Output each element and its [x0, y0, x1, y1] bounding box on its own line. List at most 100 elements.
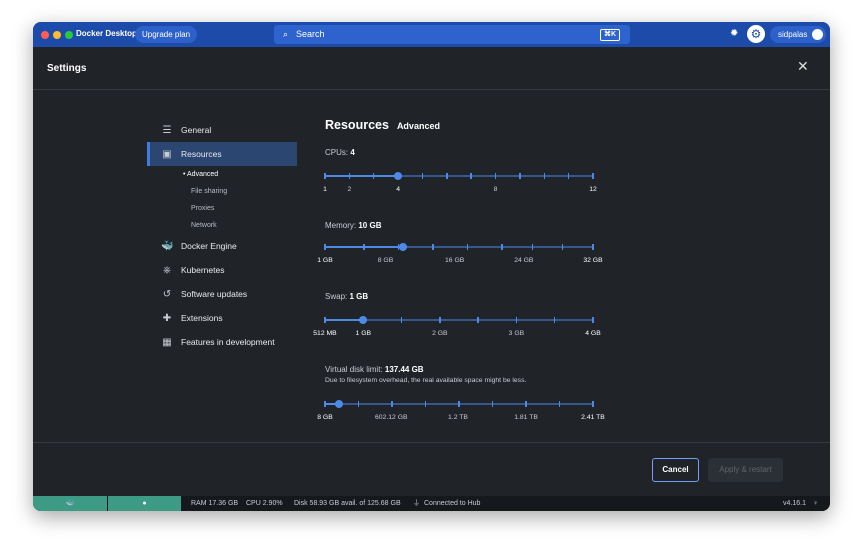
close-window-button[interactable] [41, 31, 49, 39]
subitem-label: Advanced [187, 171, 219, 178]
slider-tick [421, 173, 424, 179]
slider-fill [325, 403, 340, 405]
slider-track [325, 246, 593, 248]
slider-tick [561, 244, 564, 250]
slider-tick [466, 244, 469, 250]
cpus-label: CPUs: 4 [325, 148, 355, 157]
whale-icon[interactable]: 🐳 [33, 496, 107, 511]
cpus-label-text: CPUs: [325, 148, 349, 157]
slider-tick [558, 401, 561, 407]
memory-label-text: Memory: [325, 221, 357, 230]
slider-tick [567, 173, 570, 179]
sidebar-item-resources[interactable]: ▣ Resources [147, 142, 297, 166]
sidebar-subitem-advanced[interactable]: • Advanced [147, 166, 297, 183]
slider-thumb[interactable] [398, 243, 407, 251]
slider-tick [519, 173, 521, 179]
sidebar-subitem-proxies[interactable]: Proxies [147, 200, 297, 217]
swap-label: Swap: 1 GB [325, 292, 368, 301]
tick-label: 4 [396, 186, 400, 193]
hub-status: Connected to Hub [424, 500, 481, 507]
tick-label: 1 [323, 186, 327, 193]
swap-slider[interactable]: 512 MB 1 GB 2 GB 3 GB 4 GB [313, 314, 601, 338]
tick-label: 512 MB [313, 330, 337, 337]
gear-icon[interactable]: ⚙ [747, 25, 765, 43]
slider-tick [494, 173, 497, 179]
engine-status-icon[interactable]: ● [108, 496, 181, 511]
bug-icon[interactable]: ✹ [730, 28, 739, 39]
grid-icon: ▦ [162, 336, 172, 348]
resources-panel: Resources Advanced CPUs: 4 1 2 4 8 12 Memory: 1… [313, 118, 625, 421]
search-input[interactable]: ⌕ Search ⌘K [274, 25, 630, 44]
cpus-slider[interactable]: 1 2 4 8 12 [323, 170, 597, 194]
sidebar-item-extensions[interactable]: ✚ Extensions [147, 306, 297, 330]
tick-label: 24 GB [514, 257, 534, 264]
kubernetes-icon: ⎈ [163, 264, 171, 276]
sidebar-item-features-in-development[interactable]: ▦ Features in development [147, 330, 297, 354]
slider-thumb[interactable] [335, 400, 344, 408]
slider-thumb[interactable] [359, 316, 368, 324]
sidebar-item-label: General [181, 125, 212, 135]
slider-tick [592, 173, 594, 179]
sidebar-item-label: Kubernetes [181, 265, 225, 275]
sidebar-subitem-file-sharing[interactable]: File sharing [147, 183, 297, 200]
maximize-window-button[interactable] [65, 31, 73, 39]
sidebar-item-label: Extensions [181, 313, 223, 323]
sliders-icon: ☰ [162, 124, 172, 136]
sidebar-item-docker-engine[interactable]: 🐳 Docker Engine [147, 234, 297, 258]
slider-tick [525, 401, 527, 407]
settings-sidebar: ☰ General ▣ Resources • Advanced File sharing… [147, 118, 297, 354]
slider-thumb[interactable] [394, 172, 403, 180]
cancel-button[interactable]: Cancel [652, 458, 699, 482]
advanced-subtitle: Advanced [396, 121, 440, 131]
section-title: Resources Advanced [325, 118, 625, 132]
sidebar-item-kubernetes[interactable]: ⎈ Kubernetes [147, 258, 297, 282]
subitem-label: File sharing [191, 188, 228, 195]
apply-restart-button[interactable]: Apply & restart [708, 458, 783, 482]
slider-tick [592, 401, 594, 407]
close-icon[interactable]: ✕ [797, 58, 809, 74]
app-name: Docker Desktop [76, 29, 137, 38]
page-title: Settings [47, 63, 87, 74]
sidebar-item-general[interactable]: ☰ General [147, 118, 297, 142]
tick-label: 1.2 TB [448, 414, 468, 421]
user-menu[interactable]: sidpalas [770, 26, 826, 43]
upgrade-plan-button[interactable]: Upgrade plan [135, 26, 198, 43]
disk-note: Due to filesystem overhead, the real ava… [325, 377, 527, 384]
slider-tick [439, 317, 441, 323]
tick-label: 8 GB [377, 257, 394, 264]
slider-tick [592, 244, 594, 250]
slider-tick [363, 244, 365, 250]
slider-tick [324, 244, 326, 250]
slider-tick [501, 244, 503, 250]
search-shortcut: ⌘K [599, 29, 620, 41]
resources-title: Resources [325, 118, 389, 132]
disk-label-text: Virtual disk limit: [325, 365, 383, 374]
tick-label: 2.41 TB [581, 414, 605, 421]
slider-tick [391, 401, 393, 407]
tick-label: 32 GB [583, 257, 603, 264]
username: sidpalas [778, 30, 808, 39]
slider-tick [348, 173, 351, 179]
sidebar-item-label: Docker Engine [181, 241, 237, 251]
slider-tick [324, 401, 326, 407]
tick-label: 2 [347, 186, 352, 193]
memory-value: 10 GB [358, 221, 382, 230]
cpus-value: 4 [350, 148, 355, 157]
search-placeholder: Search [296, 29, 325, 39]
sidebar-item-software-updates[interactable]: ↺ Software updates [147, 282, 297, 306]
tick-label: 1 GB [355, 330, 372, 337]
resources-icon: ▣ [162, 148, 172, 160]
sidebar-item-label: Features in development [181, 337, 275, 347]
tick-label: 2 GB [432, 330, 448, 337]
minimize-window-button[interactable] [53, 31, 61, 39]
disk-slider[interactable]: 8 GB 602.12 GB 1.2 TB 1.81 TB 2.41 TB [317, 398, 605, 422]
subitem-label: Network [191, 222, 217, 229]
tick-label: 1.81 TB [514, 414, 538, 421]
sidebar-item-label: Resources [181, 149, 222, 159]
swap-value: 1 GB [349, 292, 369, 301]
memory-slider[interactable]: 1 GB 8 GB 16 GB 24 GB 32 GB [317, 241, 603, 265]
slider-tick [531, 244, 534, 250]
sidebar-subitem-network[interactable]: Network [147, 217, 297, 234]
slider-tick [324, 173, 326, 179]
feedback-icon[interactable]: ♀ [813, 500, 819, 507]
